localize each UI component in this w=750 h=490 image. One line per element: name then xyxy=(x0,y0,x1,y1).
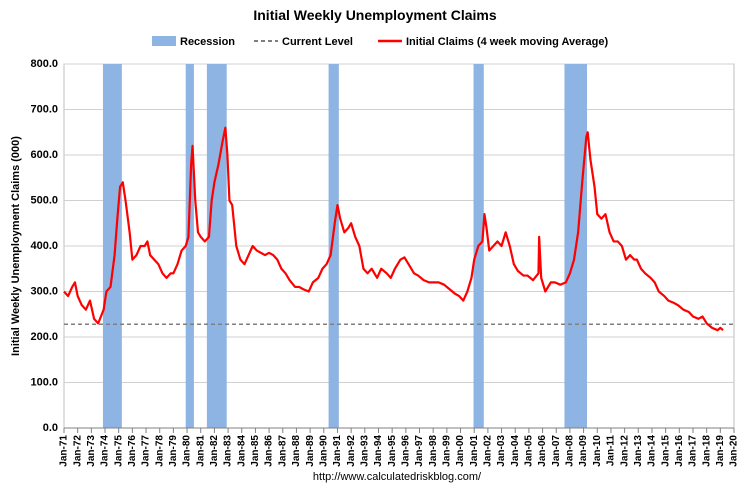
x-tick-label: Jan-78 xyxy=(154,435,165,467)
y-tick-label: 500.0 xyxy=(30,194,58,206)
x-tick-label: Jan-93 xyxy=(359,435,370,467)
x-tick-label: Jan-98 xyxy=(428,435,439,467)
y-tick-label: 200.0 xyxy=(30,331,58,343)
recession-band xyxy=(102,64,122,428)
x-tick-label: Jan-74 xyxy=(100,435,111,467)
x-tick-label: Jan-82 xyxy=(209,435,220,467)
y-axis-label: Initial Weekly Unemployment Claims (000) xyxy=(10,136,22,356)
legend-label: Current Level xyxy=(282,36,353,48)
y-tick-label: 100.0 xyxy=(30,376,58,388)
x-tick-label: Jan-95 xyxy=(387,435,398,467)
x-tick-label: Jan-06 xyxy=(537,435,548,467)
x-tick-label: Jan-07 xyxy=(551,435,562,467)
x-tick-label: Jan-16 xyxy=(674,435,685,467)
x-tick-label: Jan-15 xyxy=(660,435,671,467)
y-tick-label: 0.0 xyxy=(43,422,58,434)
legend-swatch-recession xyxy=(152,36,176,46)
x-tick-label: Jan-86 xyxy=(264,435,275,467)
x-tick-label: Jan-81 xyxy=(195,435,206,467)
x-tick-label: Jan-05 xyxy=(524,435,535,467)
x-tick-label: Jan-99 xyxy=(441,435,452,467)
legend-label: Recession xyxy=(180,36,235,48)
x-tick-label: Jan-00 xyxy=(455,435,466,467)
x-tick-label: Jan-77 xyxy=(141,435,152,467)
x-tick-label: Jan-17 xyxy=(688,435,699,467)
x-tick-label: Jan-14 xyxy=(647,435,658,467)
x-tick-label: Jan-91 xyxy=(332,435,343,467)
x-tick-label: Jan-96 xyxy=(400,435,411,467)
x-tick-label: Jan-76 xyxy=(127,435,138,467)
x-tick-label: Jan-19 xyxy=(715,435,726,467)
x-tick-label: Jan-01 xyxy=(469,435,480,467)
x-tick-label: Jan-79 xyxy=(168,435,179,467)
x-tick-label: Jan-10 xyxy=(592,435,603,467)
x-tick-label: Jan-88 xyxy=(291,435,302,467)
x-tick-label: Jan-72 xyxy=(72,435,83,467)
x-tick-label: Jan-71 xyxy=(59,435,70,467)
x-tick-label: Jan-02 xyxy=(483,435,494,467)
legend-label: Initial Claims (4 week moving Average) xyxy=(406,36,608,48)
x-tick-label: Jan-94 xyxy=(373,435,384,467)
x-tick-label: Jan-97 xyxy=(414,435,425,467)
x-tick-label: Jan-13 xyxy=(633,435,644,467)
x-tick-label: Jan-80 xyxy=(182,435,193,467)
y-tick-label: 800.0 xyxy=(30,58,58,70)
chart-title: Initial Weekly Unemployment Claims xyxy=(253,7,496,23)
x-tick-label: Jan-04 xyxy=(510,435,521,467)
recession-band xyxy=(206,64,227,428)
x-tick-label: Jan-20 xyxy=(729,435,740,467)
x-tick-label: Jan-73 xyxy=(86,435,97,467)
x-tick-label: Jan-09 xyxy=(578,435,589,467)
x-tick-label: Jan-03 xyxy=(496,435,507,467)
x-tick-label: Jan-90 xyxy=(318,435,329,467)
source-note: http://www.calculatedriskblog.com/ xyxy=(313,471,482,483)
y-tick-label: 600.0 xyxy=(30,149,58,161)
x-tick-label: Jan-85 xyxy=(250,435,261,467)
x-tick-label: Jan-83 xyxy=(223,435,234,467)
legend: Recession Current Level Initial Claims (… xyxy=(152,36,608,48)
recession-band xyxy=(328,64,339,428)
y-tick-label: 300.0 xyxy=(30,285,58,297)
x-tick-label: Jan-89 xyxy=(305,435,316,467)
x-tick-label: Jan-11 xyxy=(606,435,617,467)
x-tick-label: Jan-08 xyxy=(565,435,576,467)
x-tick-label: Jan-92 xyxy=(346,435,357,467)
x-tick-label: Jan-75 xyxy=(113,435,124,467)
x-tick-label: Jan-18 xyxy=(701,435,712,467)
y-tick-label: 400.0 xyxy=(30,240,58,252)
recession-band xyxy=(185,64,194,428)
x-tick-label: Jan-12 xyxy=(619,435,630,467)
x-tick-label: Jan-87 xyxy=(277,435,288,467)
claims-line xyxy=(63,126,724,332)
x-tick-label: Jan-84 xyxy=(236,435,247,467)
y-tick-label: 700.0 xyxy=(30,103,58,115)
